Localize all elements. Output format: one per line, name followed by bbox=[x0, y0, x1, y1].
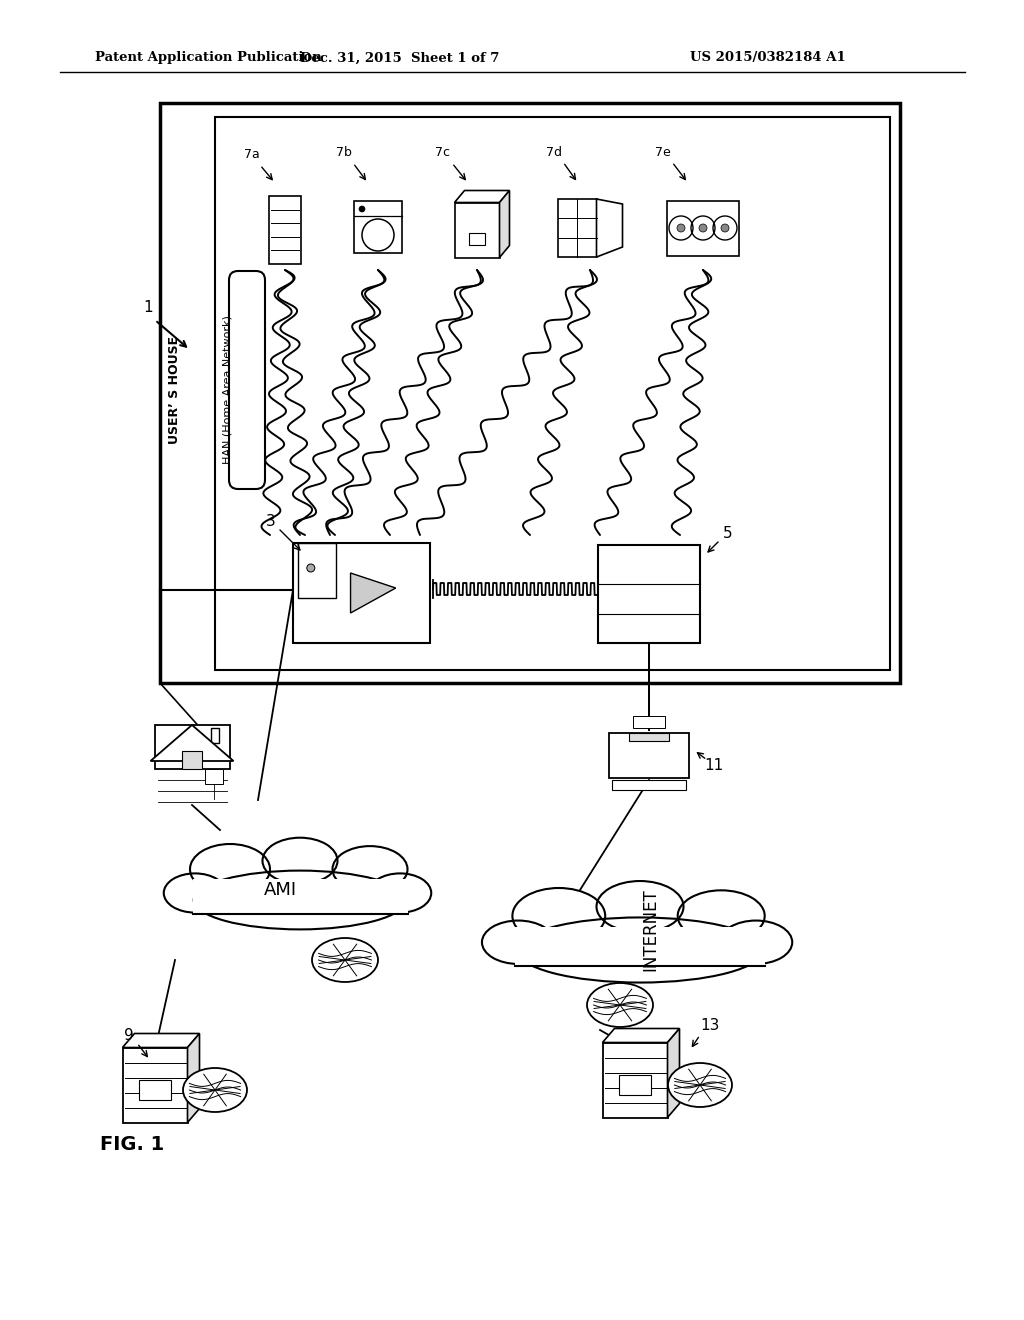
Bar bbox=[155, 725, 229, 770]
Text: FIG. 1: FIG. 1 bbox=[100, 1135, 164, 1155]
Text: 13: 13 bbox=[700, 1018, 720, 1032]
Bar bbox=[354, 201, 402, 253]
Bar bbox=[667, 201, 739, 256]
Bar bbox=[618, 1074, 651, 1096]
Circle shape bbox=[359, 206, 365, 213]
Polygon shape bbox=[350, 573, 395, 612]
Ellipse shape bbox=[720, 920, 793, 964]
Ellipse shape bbox=[262, 838, 338, 884]
Ellipse shape bbox=[597, 880, 683, 932]
Ellipse shape bbox=[333, 846, 408, 892]
Bar bbox=[469, 234, 485, 246]
Bar bbox=[609, 733, 689, 777]
Ellipse shape bbox=[587, 983, 653, 1027]
Circle shape bbox=[307, 564, 314, 572]
Text: 11: 11 bbox=[705, 758, 724, 772]
Polygon shape bbox=[455, 190, 510, 202]
FancyBboxPatch shape bbox=[229, 271, 265, 488]
Bar bbox=[160, 103, 900, 682]
Ellipse shape bbox=[194, 871, 407, 929]
Text: 1: 1 bbox=[143, 301, 153, 315]
Bar bbox=[515, 927, 765, 965]
Polygon shape bbox=[602, 1028, 680, 1043]
Ellipse shape bbox=[190, 843, 270, 895]
Circle shape bbox=[699, 224, 707, 232]
Ellipse shape bbox=[517, 917, 763, 982]
Polygon shape bbox=[597, 199, 623, 257]
Bar bbox=[612, 780, 686, 789]
Bar bbox=[193, 879, 408, 913]
Text: 9: 9 bbox=[124, 1027, 134, 1043]
Bar bbox=[598, 545, 700, 643]
Polygon shape bbox=[123, 1034, 200, 1048]
Text: 3: 3 bbox=[266, 513, 275, 528]
Bar bbox=[215, 117, 890, 671]
Circle shape bbox=[721, 224, 729, 232]
Polygon shape bbox=[187, 1034, 200, 1122]
Text: INTERNET: INTERNET bbox=[641, 888, 659, 972]
Ellipse shape bbox=[183, 1068, 247, 1111]
Ellipse shape bbox=[369, 874, 431, 912]
Bar bbox=[182, 751, 202, 770]
Text: US 2015/0382184 A1: US 2015/0382184 A1 bbox=[690, 51, 846, 65]
Text: 7d: 7d bbox=[546, 145, 562, 158]
Text: Dec. 31, 2015  Sheet 1 of 7: Dec. 31, 2015 Sheet 1 of 7 bbox=[300, 51, 500, 65]
Bar bbox=[293, 543, 430, 643]
Ellipse shape bbox=[312, 939, 378, 982]
Bar bbox=[629, 733, 669, 741]
Circle shape bbox=[677, 224, 685, 232]
Text: AMI: AMI bbox=[263, 880, 297, 899]
Bar bbox=[455, 202, 500, 257]
Text: HAN (Home Area Network): HAN (Home Area Network) bbox=[223, 315, 233, 465]
Text: USER’ S HOUSE: USER’ S HOUSE bbox=[169, 335, 181, 444]
Text: Patent Application Publication: Patent Application Publication bbox=[95, 51, 322, 65]
Bar bbox=[138, 1080, 171, 1100]
Bar bbox=[298, 543, 336, 598]
Bar bbox=[123, 1048, 187, 1122]
Text: 7a: 7a bbox=[244, 149, 260, 161]
Bar bbox=[602, 1043, 668, 1118]
Text: 7b: 7b bbox=[336, 147, 352, 160]
Bar bbox=[633, 715, 665, 727]
Ellipse shape bbox=[482, 920, 554, 964]
Text: 7e: 7e bbox=[655, 145, 671, 158]
Ellipse shape bbox=[678, 890, 765, 941]
Bar bbox=[557, 199, 597, 257]
Text: 7c: 7c bbox=[435, 147, 451, 160]
Polygon shape bbox=[500, 190, 510, 257]
Text: 5: 5 bbox=[723, 525, 733, 540]
Bar bbox=[269, 195, 301, 264]
Polygon shape bbox=[668, 1028, 680, 1118]
Bar bbox=[211, 729, 219, 743]
Ellipse shape bbox=[164, 874, 226, 912]
Ellipse shape bbox=[668, 1063, 732, 1107]
Bar bbox=[205, 770, 223, 784]
Ellipse shape bbox=[512, 888, 605, 944]
Polygon shape bbox=[151, 725, 233, 762]
